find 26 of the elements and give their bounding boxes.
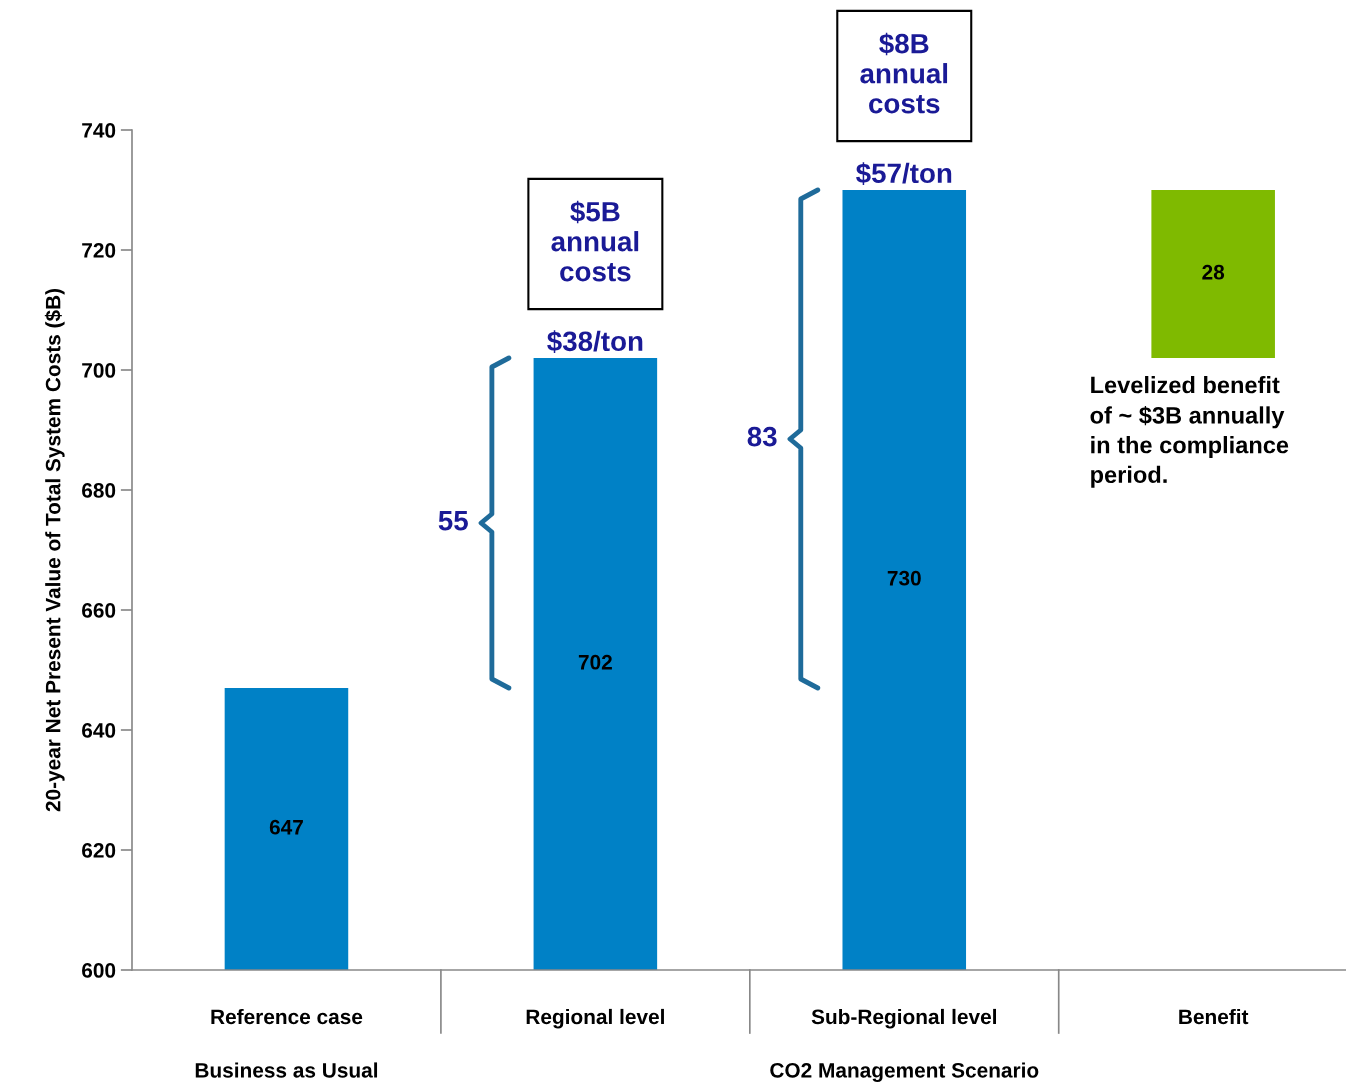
text: CO2 Management Scenario (770, 1062, 1039, 1082)
x-tick-label: Sub-Regional level (811, 1008, 996, 1029)
y-tick-label: 680 (82, 483, 116, 498)
text: $8B annual costs (860, 32, 948, 114)
y-tick-label: 640 (82, 723, 116, 738)
y-tick-label: 740 (82, 123, 116, 138)
annotation: $5B annual costs (551, 200, 639, 282)
y-tick-label: 660 (82, 603, 116, 618)
y-tick-label: 700 (82, 363, 116, 378)
annotation: Levelized benefit of ~ $3B annually in the compliance period. (1090, 376, 1289, 488)
y-tick-label: 600 (82, 963, 116, 978)
y-tick-label: 720 (82, 243, 116, 258)
annotation: $38/ton (547, 330, 643, 353)
data-label: 702 (578, 654, 612, 670)
annotation: 83 (747, 426, 777, 447)
data-label: 730 (887, 570, 921, 586)
x-tick-label: Benefit (1179, 1008, 1249, 1025)
y-tick-label: 620 (82, 843, 116, 858)
data-label: 647 (269, 819, 303, 835)
annotation: 55 (438, 511, 468, 531)
annotation: $57/ton (856, 162, 952, 185)
data-label: 28 (1202, 264, 1225, 280)
x-tick-label: Reference case (211, 1008, 363, 1025)
text: Business as Usual (195, 1062, 378, 1078)
x-tick-label: Regional level (526, 1008, 664, 1029)
y-axis-title: 20-year Net Present Value of Total System Costs ($B) (44, 288, 65, 812)
